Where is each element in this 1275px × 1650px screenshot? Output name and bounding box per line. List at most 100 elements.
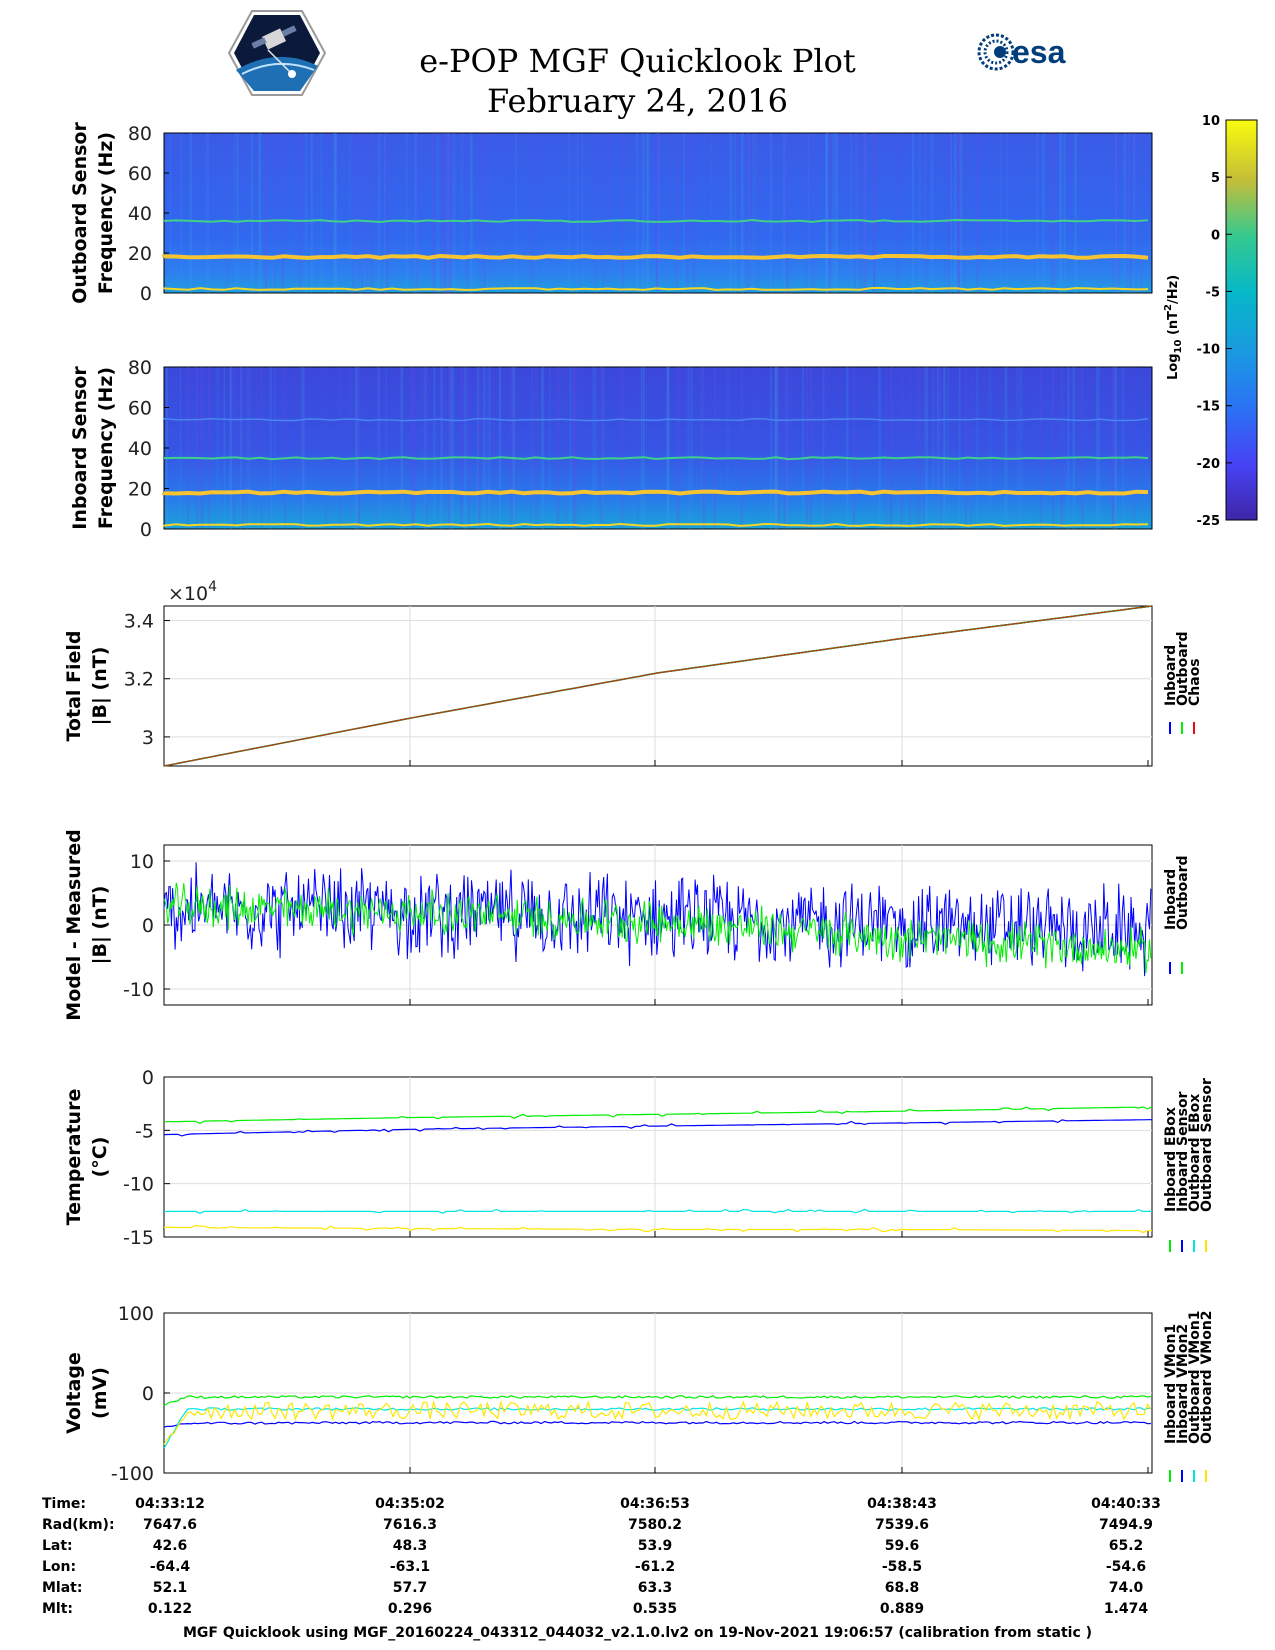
spectral-streak (352, 133, 355, 293)
spectral-streak (702, 367, 705, 529)
spectral-streak (1098, 367, 1100, 529)
ephemeris-value-mlat: 57.7 (392, 1580, 428, 1596)
spectral-streak (452, 133, 456, 293)
spectral-streak (1051, 133, 1054, 293)
ephemeris-value-lat: 42.6 (152, 1538, 188, 1554)
spectral-streak (959, 133, 961, 293)
spectral-streak (258, 133, 262, 293)
spectral-streak (208, 367, 210, 529)
spectral-streak (530, 367, 533, 529)
y-tick-label: 0 (142, 1383, 154, 1405)
y-axis-label: Total Field (63, 630, 85, 741)
spectral-streak (377, 367, 379, 529)
y-tick-label: 40 (128, 438, 152, 460)
spectral-streak (285, 367, 287, 529)
spectral-streak (489, 133, 492, 293)
spectral-streak (385, 133, 388, 293)
legend-entry: Outboard VMon1 (1187, 1310, 1203, 1444)
legend-entry: Inboard (1163, 645, 1179, 706)
spectral-streak (334, 133, 337, 293)
spectral-streak (549, 367, 551, 529)
spectral-streak (1007, 133, 1009, 293)
spectral-streak (690, 367, 693, 529)
spectral-streak (498, 367, 501, 529)
spectral-streak (1112, 367, 1115, 529)
spectral-streak (911, 133, 914, 293)
plot-area (163, 605, 1153, 767)
spectral-streak (923, 367, 926, 529)
spectral-streak (1036, 133, 1039, 293)
y-tick-label: 3 (142, 727, 154, 749)
legend-entry: Inboard Sensor (1175, 1091, 1191, 1212)
spectral-streak (180, 133, 183, 293)
spectral-streak (862, 133, 865, 293)
spectral-streak (405, 133, 408, 293)
spectral-streak (348, 133, 352, 293)
legend-entry: Outboard VMon2 (1199, 1310, 1215, 1444)
spectral-streak (572, 367, 576, 529)
colorbar-tick-label: -15 (1197, 400, 1221, 415)
colorbar-tick-label: -10 (1197, 343, 1221, 358)
spectral-streak (1133, 367, 1136, 529)
spectral-streak (463, 367, 467, 529)
spectral-streak (675, 133, 678, 293)
y-axis-label: (°C) (89, 1137, 111, 1178)
total-field-panel: 3.4 3.2 3 Total Field |B| (nT) ×104 InboardOut… (63, 579, 1203, 767)
ephemeris-value-rad: 7580.2 (627, 1517, 683, 1533)
legend-entry: Inboard VMon2 (1175, 1324, 1191, 1444)
spectral-streak (1060, 367, 1064, 529)
spectral-streak (460, 133, 464, 293)
spectral-streak (233, 367, 236, 529)
spectral-streak (411, 367, 415, 529)
spectral-streak (479, 133, 482, 293)
inboard-spectrogram (162, 366, 1153, 530)
spectral-streak (324, 367, 327, 529)
spectral-streak (635, 133, 639, 293)
spectral-streak (1112, 133, 1115, 293)
outboard-spectrogram (162, 132, 1153, 294)
ephemeris-value-time: 04:35:02 (375, 1496, 445, 1512)
spectral-streak (1096, 367, 1098, 529)
spectral-streak (448, 367, 451, 529)
spectral-streak (603, 133, 605, 293)
spectral-streak (435, 133, 439, 293)
spectral-streak (476, 367, 479, 529)
spectral-streak (976, 367, 978, 529)
spectral-streak (666, 367, 669, 529)
ephemeris-value-lon: -64.4 (149, 1559, 191, 1575)
harmonic-line-18hz (162, 253, 1149, 260)
colorbar-gradient (1225, 119, 1258, 521)
y-tick-label: -10 (123, 979, 154, 1001)
harmonic-line-18hz (162, 489, 1149, 496)
spectral-streak (358, 133, 360, 293)
spectral-streak (825, 133, 828, 293)
mission-logo (228, 10, 326, 96)
harmonic-line-2hz (163, 522, 1149, 527)
ephemeris-value-mlt: 0.122 (147, 1601, 193, 1617)
spectral-streak (601, 367, 605, 529)
colorbar-tick-label: 10 (1202, 114, 1220, 129)
spectral-streak (199, 367, 202, 529)
spectral-streak (621, 367, 624, 529)
spectral-streak (259, 133, 261, 293)
ephemeris-value-mlat: 52.1 (152, 1580, 188, 1596)
spectral-streak (370, 133, 374, 293)
spectral-streak (925, 367, 928, 529)
spectral-streak (448, 133, 450, 293)
spectral-streak (863, 133, 867, 293)
spectral-streak (531, 367, 534, 529)
series-line (163, 1106, 1153, 1124)
spectral-streak (1019, 367, 1023, 529)
spectral-streak (850, 133, 852, 293)
spectral-streak (963, 133, 966, 293)
spectral-streak (976, 133, 979, 293)
spectral-streak (305, 133, 308, 293)
y-tick-label: 0 (142, 1067, 154, 1089)
spectral-streak (432, 133, 435, 293)
page-title: e-POP MGF Quicklook Plot (419, 42, 856, 80)
series-line (163, 1395, 1152, 1407)
spectral-streak (873, 133, 875, 293)
y-tick-label: 3.2 (124, 669, 154, 691)
spectral-streak (642, 367, 645, 529)
spectral-streak (700, 367, 703, 529)
